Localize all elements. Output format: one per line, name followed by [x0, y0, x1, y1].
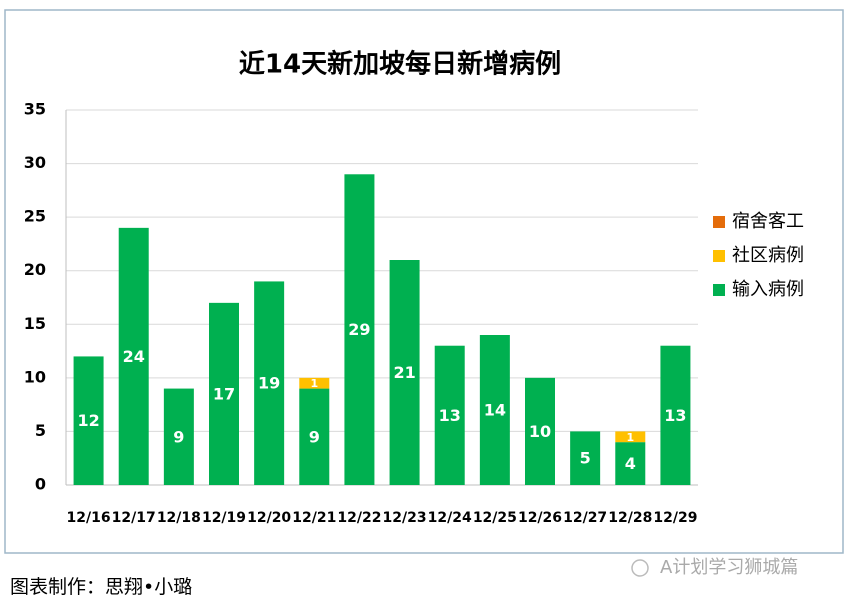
data-label: 14	[484, 401, 506, 420]
bar-segment	[570, 431, 601, 485]
bar-segment	[479, 335, 510, 485]
bar-segment	[615, 431, 646, 443]
data-label: 19	[258, 374, 280, 393]
y-tick-label: 0	[35, 475, 46, 494]
x-tick-label: 12/22	[337, 510, 381, 526]
y-tick-label: 15	[24, 314, 46, 333]
bar-segment	[389, 260, 420, 485]
data-label: 5	[580, 449, 591, 468]
chart-title: 近14天新加坡每日新增病例	[239, 49, 561, 80]
caption: 图表制作：思翔•小璐	[10, 576, 192, 598]
x-tick-label: 12/29	[653, 510, 697, 526]
bar-segment	[434, 345, 465, 485]
legend-label: 社区病例	[732, 245, 804, 266]
legend-swatch	[713, 250, 725, 262]
x-tick-label: 12/24	[428, 510, 472, 526]
data-label: 29	[348, 320, 370, 339]
data-label: 21	[393, 363, 415, 382]
data-label: 13	[439, 406, 461, 425]
data-label: 9	[173, 427, 184, 446]
data-label: 10	[529, 422, 551, 441]
x-tick-label: 12/25	[473, 510, 517, 526]
x-tick-label: 12/16	[67, 510, 111, 526]
bar-segment	[118, 227, 149, 485]
bar-segment	[209, 302, 239, 485]
bar-segment	[344, 174, 375, 486]
legend-swatch	[713, 216, 725, 228]
x-tick-label: 12/19	[202, 510, 246, 526]
data-label: 17	[213, 384, 235, 403]
y-tick-label: 20	[24, 260, 46, 279]
bar-segment	[615, 442, 646, 485]
watermark: A计划学习狮城篇	[660, 557, 798, 578]
x-tick-label: 12/18	[157, 510, 201, 526]
data-label: 13	[664, 406, 686, 425]
legend-label: 输入病例	[732, 279, 804, 300]
bar-segment	[299, 377, 330, 389]
x-tick-label: 12/23	[383, 510, 427, 526]
x-tick-label: 12/26	[518, 510, 562, 526]
bar-segment	[660, 345, 691, 485]
data-label: 24	[123, 347, 145, 366]
y-tick-label: 10	[24, 367, 46, 386]
y-tick-label: 30	[24, 153, 46, 172]
bar-segment	[254, 281, 285, 485]
x-tick-label: 12/27	[563, 510, 607, 526]
x-tick-label: 12/17	[112, 510, 156, 526]
bar-segment	[299, 388, 330, 485]
legend-label: 宿舍客工	[732, 211, 804, 232]
x-tick-label: 12/21	[292, 510, 336, 526]
bar-segment	[525, 377, 555, 485]
x-tick-label: 12/28	[608, 510, 652, 526]
y-tick-label: 25	[24, 207, 46, 226]
bar-segment	[73, 356, 104, 485]
watermark-icon	[631, 559, 649, 577]
data-label: 12	[77, 411, 99, 430]
legend-swatch	[713, 284, 725, 296]
data-label: 1	[310, 377, 318, 390]
bar-segment	[163, 388, 194, 485]
data-label: 9	[309, 427, 320, 446]
y-tick-label: 5	[35, 421, 46, 440]
data-label: 4	[625, 454, 636, 473]
x-tick-label: 12/20	[247, 510, 291, 526]
y-tick-label: 35	[24, 100, 46, 119]
data-label: 1	[626, 431, 634, 444]
